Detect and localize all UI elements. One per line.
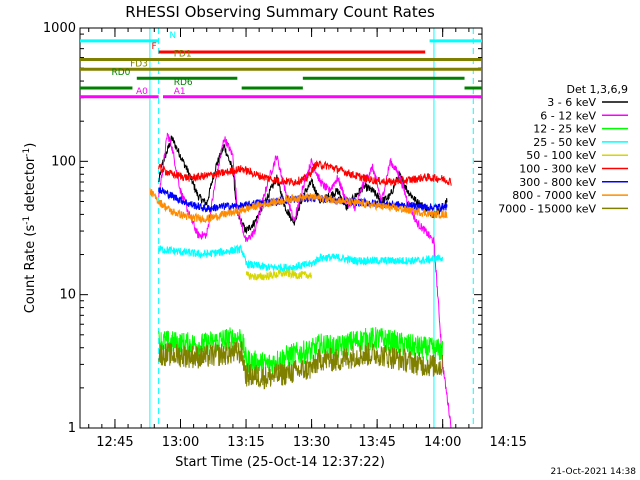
x-axis-label: Start Time (25-Oct-14 12:37:22) [175,455,385,470]
legend-title: Det 1,3,6,9 [566,83,628,96]
x-tick-label: 13:30 [293,435,330,450]
y-label-sup1: -1 [22,216,32,225]
legend-label: 12 - 25 keV [533,123,596,136]
plot-area [149,28,474,428]
series-line [158,132,452,428]
y-tick-label: 10 [59,288,76,303]
x-tick-label: 13:00 [162,435,199,450]
x-tick-label: 14:15 [489,435,526,450]
x-tick-label: 13:15 [227,435,264,450]
y-tick-label: 1000 [43,21,76,36]
legend-label: 100 - 300 keV [519,163,596,176]
series-line [158,341,443,390]
flag-label: A0 [136,87,148,97]
series-line [158,327,443,376]
legend-label: 50 - 100 keV [526,149,596,162]
footer-timestamp: 21-Oct-2021 14:38 [551,467,637,477]
x-tick-label: 14:00 [424,435,461,450]
y-tick-label: 1 [68,421,76,436]
y-label-main: Count Rate (s [23,225,38,314]
plot-frame [79,27,483,429]
axes: 1 10 100 1000 12:45 13:00 13:15 13:30 13:45 14:00… [43,21,527,450]
y-label-sup2: -1 [22,148,32,157]
x-tick-label: 12:45 [96,435,133,450]
flag-label: FD1 [174,50,192,60]
flag-label: FD3 [130,59,148,69]
series-line [158,160,452,187]
flag-label: A1 [174,87,186,97]
y-label-mid: detector [23,156,38,216]
legend-label: 25 - 50 keV [533,136,596,149]
series-line [149,188,448,224]
series-line [245,268,312,281]
legend-label: 7000 - 15000 keV [498,202,596,215]
x-tick-label: 13:45 [358,435,395,450]
y-axis-label: Count Rate (s-1 detector-1) [22,143,38,314]
chart-title: RHESSI Observing Summary Count Rates [125,3,435,21]
legend-label: 300 - 800 keV [519,176,596,189]
legend-label: 3 - 6 keV [547,96,596,109]
flag-label: N [169,31,176,41]
flag-label: F [151,42,156,52]
y-tick-label: 100 [51,154,76,169]
flag-label: RD0 [112,68,131,78]
legend-label: 800 - 7000 keV [512,189,596,202]
flag-label: RD6 [174,78,193,88]
y-label-end: ) [23,143,38,148]
legend-label: 6 - 12 keV [540,109,596,122]
series-line [158,243,443,274]
